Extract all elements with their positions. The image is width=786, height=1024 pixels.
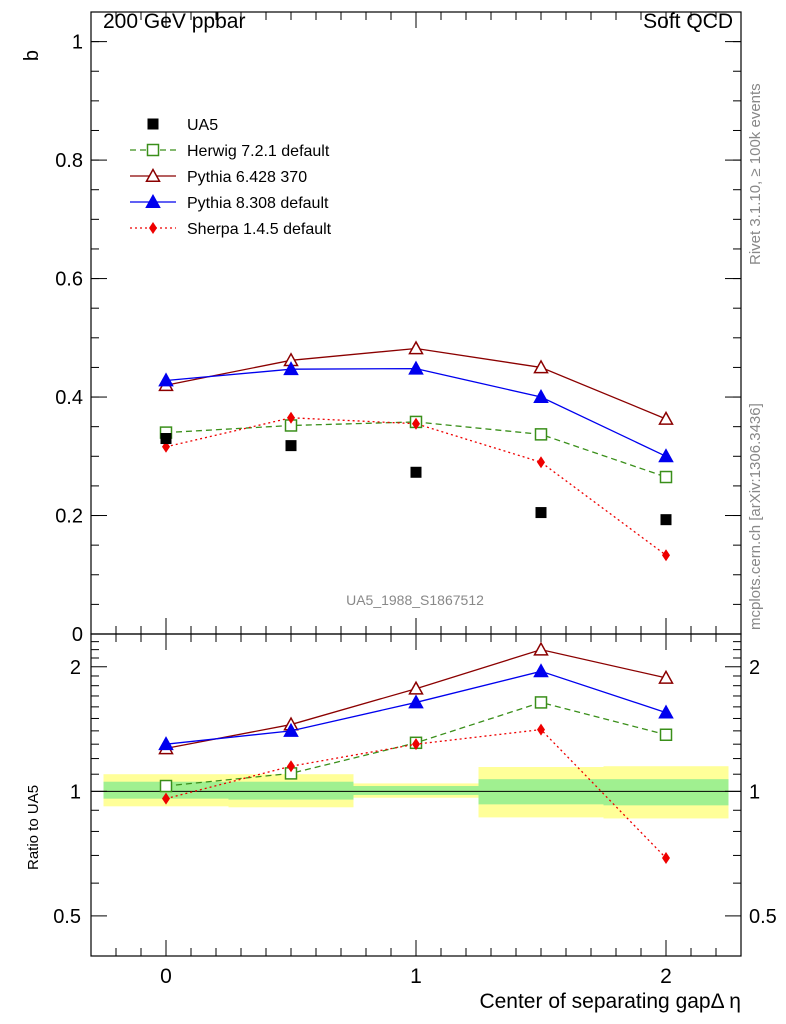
x-tick-label: 2 bbox=[660, 965, 672, 988]
data-point bbox=[160, 433, 172, 445]
legend-marker bbox=[147, 118, 159, 130]
ratio-point bbox=[408, 694, 424, 709]
data-point bbox=[533, 359, 549, 374]
ratio-point bbox=[537, 723, 545, 736]
ratio-point bbox=[287, 760, 295, 773]
data-point bbox=[408, 340, 424, 355]
y-tick-label: 0.4 bbox=[55, 387, 83, 409]
series-line bbox=[165, 367, 667, 457]
band-inner-4 bbox=[603, 779, 729, 806]
series-sherpa-1-4-5-default bbox=[162, 411, 670, 865]
data-point bbox=[658, 448, 674, 463]
ratio-y-axis-label: Ratio to UA5 bbox=[25, 785, 42, 870]
ratio-point bbox=[658, 704, 674, 719]
ratio-point bbox=[658, 669, 674, 684]
mcplots-label: mcplots.cern.ch [arXiv:1306.3436] bbox=[747, 403, 764, 630]
ratio-tick-label-right: 2 bbox=[749, 657, 760, 679]
legend-marker bbox=[149, 222, 157, 234]
data-point bbox=[408, 360, 424, 375]
series-pythia-6-428-370 bbox=[158, 340, 674, 755]
ratio-point bbox=[659, 728, 673, 742]
data-point bbox=[659, 470, 673, 484]
legend-label: Pythia 8.308 default bbox=[187, 195, 329, 212]
legend-label: Herwig 7.2.1 default bbox=[187, 143, 330, 160]
y-tick-label: 0.6 bbox=[55, 269, 83, 291]
ratio-tick-label: 2 bbox=[70, 657, 81, 679]
header-right: Soft QCD bbox=[643, 10, 733, 33]
ratio-tick-label-right: 0.5 bbox=[749, 906, 777, 928]
y-tick-label: 0.2 bbox=[55, 506, 83, 528]
legend-marker bbox=[145, 167, 161, 182]
legend-label: Pythia 6.428 370 bbox=[187, 169, 307, 186]
data-point bbox=[533, 389, 549, 403]
legend-marker bbox=[146, 143, 160, 157]
x-tick-label: 1 bbox=[410, 965, 422, 988]
data-point bbox=[658, 410, 674, 425]
y-tick-label: 0 bbox=[72, 624, 83, 646]
legend-entry: UA5 bbox=[147, 117, 218, 134]
legend-entry: Pythia 8.308 default bbox=[130, 193, 329, 212]
series-ua5 bbox=[160, 433, 672, 526]
ratio-tick-label: 0.5 bbox=[53, 906, 81, 928]
legend-label: Sherpa 1.4.5 default bbox=[187, 221, 332, 238]
series-pythia-8-308-default bbox=[158, 360, 674, 751]
data-point bbox=[534, 428, 548, 441]
x-tick-label: 0 bbox=[160, 965, 172, 988]
data-point bbox=[412, 417, 420, 430]
data-point bbox=[537, 456, 545, 469]
data-point bbox=[410, 466, 422, 478]
series-line bbox=[165, 417, 667, 556]
series-line bbox=[165, 347, 667, 420]
rivet-version-label: Rivet 3.1.10, ≥ 100k events bbox=[747, 83, 764, 265]
y-axis-label: b bbox=[21, 50, 43, 61]
legend-label: UA5 bbox=[187, 117, 218, 134]
axes: 0 0.2 0.4 0.6 0.8 1 0 1 2 0.5 0.5 1 1 2 2 bbox=[53, 11, 777, 988]
data-point bbox=[287, 411, 295, 424]
band-inner-2 bbox=[353, 786, 479, 795]
series-layer bbox=[158, 340, 674, 865]
x-axis-label: Center of separating gapΔ η bbox=[479, 990, 741, 1013]
ratio-point bbox=[533, 641, 549, 656]
ratio-point bbox=[162, 792, 170, 805]
data-point bbox=[158, 372, 174, 387]
ratio-point bbox=[159, 779, 173, 793]
ratio-point bbox=[662, 852, 670, 865]
data-point bbox=[662, 549, 670, 562]
ratio-point bbox=[533, 663, 549, 678]
data-point bbox=[283, 361, 299, 376]
ratio-tick-label: 1 bbox=[70, 781, 81, 803]
main-plot-frame bbox=[90, 11, 742, 635]
analysis-tag: UA5_1988_S1867512 bbox=[346, 592, 484, 608]
y-tick-label: 0.8 bbox=[55, 150, 83, 172]
ratio-point bbox=[158, 736, 174, 751]
legend: UA5 Herwig 7.2.1 default Pythia 6.428 370 P… bbox=[130, 117, 332, 238]
legend-marker bbox=[145, 193, 161, 208]
band-inner-1 bbox=[228, 781, 354, 800]
header-left: 200 GeV ppbar bbox=[103, 10, 245, 33]
ratio-point bbox=[408, 680, 424, 695]
data-point bbox=[660, 514, 672, 526]
legend-entry: Pythia 6.428 370 bbox=[130, 167, 307, 186]
ratio-point bbox=[412, 738, 420, 751]
data-point bbox=[535, 507, 547, 519]
uncertainty-bands bbox=[91, 766, 741, 819]
y-tick-label: 1 bbox=[72, 32, 83, 54]
legend-entry: Sherpa 1.4.5 default bbox=[130, 221, 332, 238]
ratio-point bbox=[283, 722, 299, 737]
legend-entry: Herwig 7.2.1 default bbox=[130, 143, 330, 160]
ratio-point bbox=[534, 696, 548, 709]
data-point bbox=[285, 440, 297, 452]
ratio-tick-label-right: 1 bbox=[749, 781, 760, 803]
